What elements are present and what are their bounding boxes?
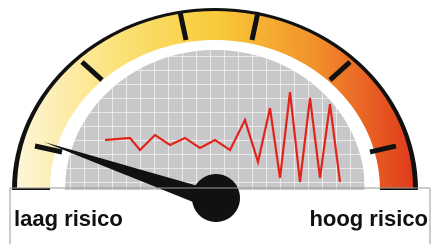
low-label: laag risico: [14, 206, 123, 231]
gauge: [12, 8, 418, 222]
risk-gauge: laag risico hoog risico: [0, 0, 440, 244]
needle-hub: [192, 174, 240, 222]
high-label: hoog risico: [309, 206, 428, 231]
